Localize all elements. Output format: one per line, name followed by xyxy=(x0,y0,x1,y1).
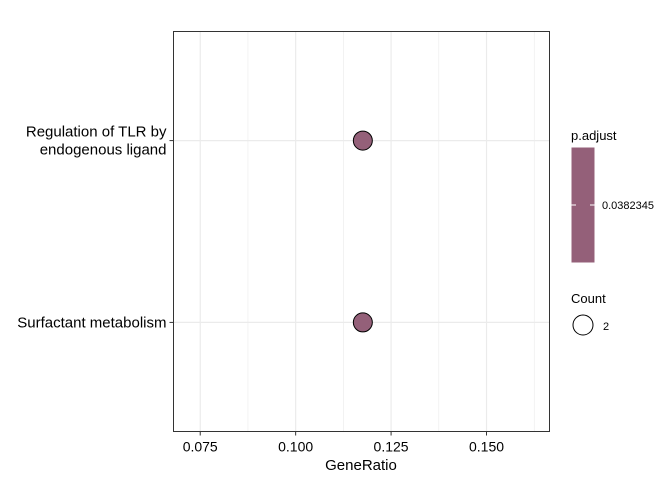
size-legend-title: Count xyxy=(571,291,606,306)
color-legend-label: 0.0382345 xyxy=(602,200,654,212)
axis-ticks xyxy=(169,140,488,436)
x-axis-tick-label: 0.150 xyxy=(469,439,504,455)
y-axis-tick-label: Surfactant metabolism xyxy=(17,314,166,331)
x-axis-tick-labels: 0.075 0.100 0.125 0.150 xyxy=(183,439,505,455)
color-legend: p.adjust 0.0382345 xyxy=(571,128,654,263)
x-axis-tick-label: 0.125 xyxy=(374,439,409,455)
x-axis-tick-label: 0.100 xyxy=(278,439,313,455)
size-legend-key xyxy=(572,314,594,336)
color-legend-title: p.adjust xyxy=(571,128,617,143)
data-point xyxy=(352,312,373,333)
size-legend-label: 2 xyxy=(603,321,609,333)
size-legend: Count 2 xyxy=(571,291,609,336)
y-axis-tick-label: endogenous ligand xyxy=(40,142,167,159)
y-axis-tick-label: Regulation of TLR by xyxy=(26,124,167,141)
x-axis-title: GeneRatio xyxy=(325,457,397,474)
color-legend-bar xyxy=(571,147,595,263)
data-points xyxy=(352,130,373,333)
x-axis-tick-label: 0.075 xyxy=(183,439,218,455)
panel-border xyxy=(173,31,550,432)
data-point xyxy=(352,130,373,151)
